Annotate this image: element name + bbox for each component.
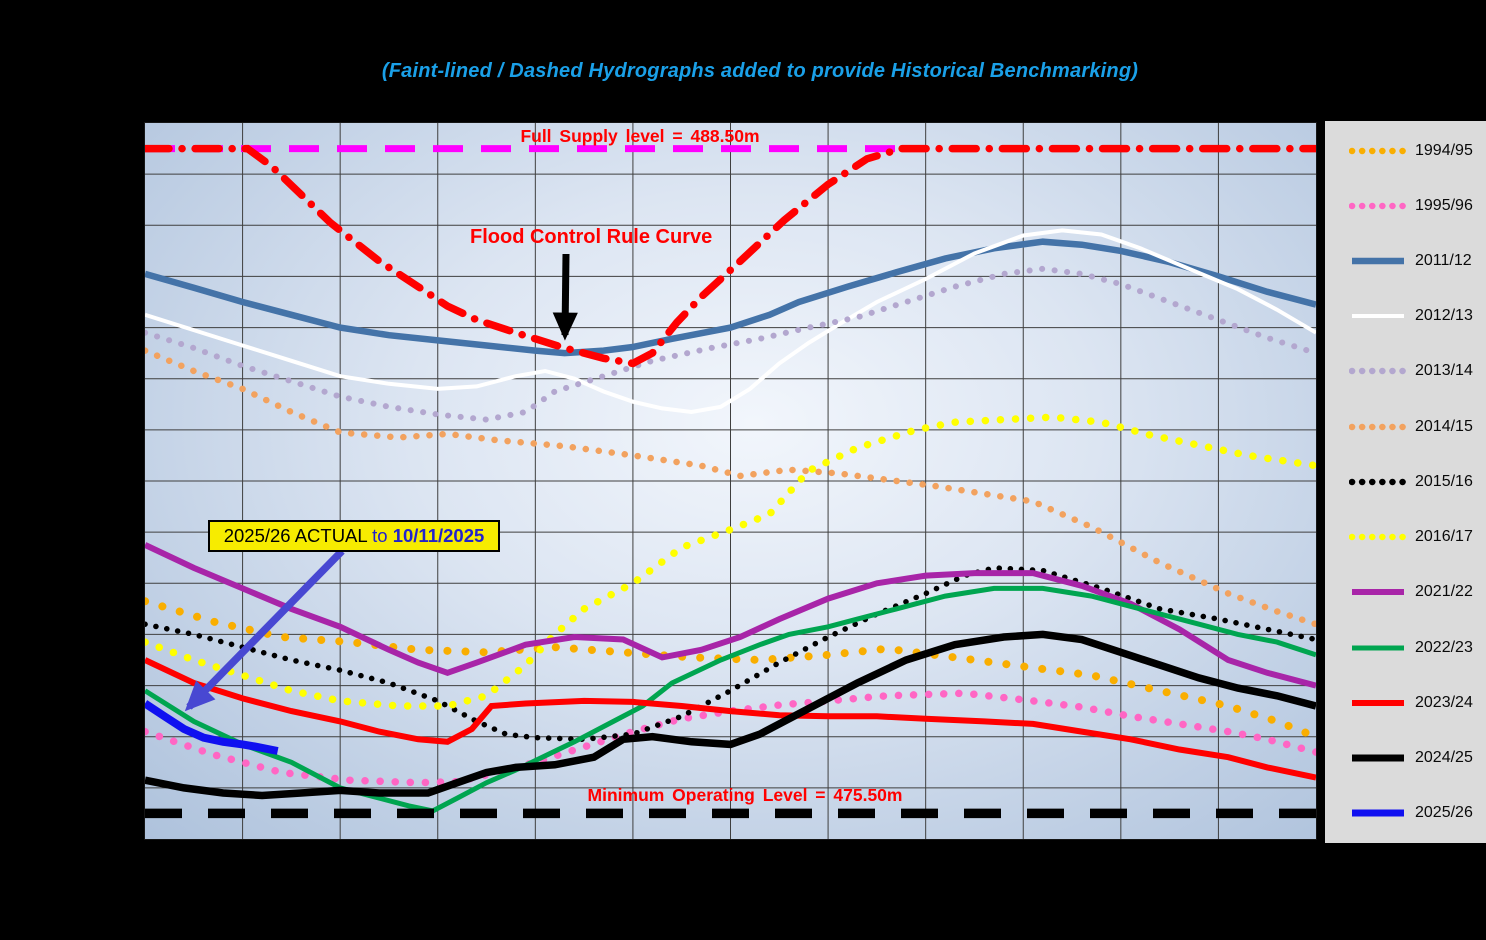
legend-swatch — [1352, 314, 1404, 319]
legend-swatch — [1352, 809, 1404, 817]
legend-label: 2011/12 — [1415, 252, 1472, 270]
legend-swatch — [1349, 423, 1407, 430]
series-line-2023-24 — [145, 657, 1316, 781]
legend-item-1994-95: 1994/95 — [1325, 142, 1486, 160]
series-line-2016-17 — [145, 413, 1316, 710]
series-line-2024-25 — [145, 630, 1316, 800]
legend-swatch — [1349, 533, 1407, 541]
actual-callout-arrow — [184, 548, 345, 712]
legend-swatch — [1352, 257, 1404, 265]
legend: 1994/95 1995/96 2011/12 2012/13 2013/14 2014/… — [1325, 121, 1486, 843]
actual-callout-prefix: 2025/26 ACTUAL — [223, 525, 373, 546]
flood-rule-arrow — [552, 253, 578, 341]
legend-label: 2012/13 — [1415, 307, 1473, 325]
legend-label: 2025/26 — [1415, 804, 1473, 822]
actual-callout-date: 10/11/2025 — [392, 525, 485, 546]
legend-item-2024-25: 2024/25 — [1325, 749, 1486, 767]
series-line-2013-14 — [145, 265, 1316, 423]
legend-swatch — [1352, 754, 1404, 762]
series-line-2014-15 — [145, 347, 1316, 628]
legend-swatch — [1349, 478, 1407, 486]
actual-callout-to: to — [372, 525, 393, 546]
legend-swatch — [1352, 589, 1404, 596]
legend-label: 2024/25 — [1415, 749, 1473, 767]
series-line-Flood Control Rule Curve — [145, 144, 1316, 368]
series-line-2011-12 — [145, 238, 1316, 357]
legend-label: 2016/17 — [1415, 528, 1473, 546]
legend-swatch — [1349, 202, 1407, 210]
series-line-2015-16 — [145, 565, 1316, 743]
legend-item-2023-24: 2023/24 — [1325, 694, 1486, 712]
chart-title: (Faint-lined / Dashed Hydrographs added … — [381, 60, 1139, 82]
minimum-operating-level-label: Minimum Operating Level = 475.50m — [587, 785, 903, 805]
actual-to-date-callout: 2025/26 ACTUAL to 10/11/2025 — [208, 520, 500, 552]
legend-label: 2022/23 — [1415, 638, 1473, 656]
series-line-2012-13 — [145, 228, 1316, 415]
legend-item-2021-22: 2021/22 — [1325, 583, 1486, 601]
legend-swatch — [1352, 699, 1404, 706]
legend-swatch — [1349, 147, 1407, 154]
series-line-2022-23 — [145, 585, 1316, 814]
legend-label: 2013/14 — [1415, 362, 1473, 380]
legend-item-2016-17: 2016/17 — [1325, 528, 1486, 546]
series-line-2025-26 — [145, 700, 279, 755]
legend-swatch — [1349, 368, 1407, 375]
series-line-2021-22 — [145, 542, 1316, 689]
plot-area: Full Supply level = 488.50m Flood Contro… — [144, 122, 1317, 840]
legend-label: 1994/95 — [1415, 141, 1473, 159]
hydrograph-canvas — [145, 123, 1316, 839]
legend-item-1995-96: 1995/96 — [1325, 197, 1486, 215]
legend-item-2022-23: 2022/23 — [1325, 639, 1486, 657]
flood-control-rule-curve-label: Flood Control Rule Curve — [470, 226, 713, 248]
legend-item-2015-16: 2015/16 — [1325, 473, 1486, 491]
legend-item-2013-14: 2013/14 — [1325, 362, 1486, 380]
legend-swatch — [1352, 645, 1404, 651]
legend-item-2025-26: 2025/26 — [1325, 804, 1486, 822]
full-supply-level-label: Full Supply level = 488.50m — [520, 126, 760, 146]
legend-item-2012-13: 2012/13 — [1325, 307, 1486, 325]
legend-label: 2021/22 — [1415, 583, 1473, 601]
legend-label: 2014/15 — [1415, 417, 1473, 435]
legend-label: 2023/24 — [1415, 693, 1473, 711]
legend-label: 2015/16 — [1415, 472, 1473, 490]
legend-item-2011-12: 2011/12 — [1325, 252, 1486, 270]
legend-item-2014-15: 2014/15 — [1325, 418, 1486, 436]
legend-label: 1995/96 — [1415, 196, 1473, 214]
